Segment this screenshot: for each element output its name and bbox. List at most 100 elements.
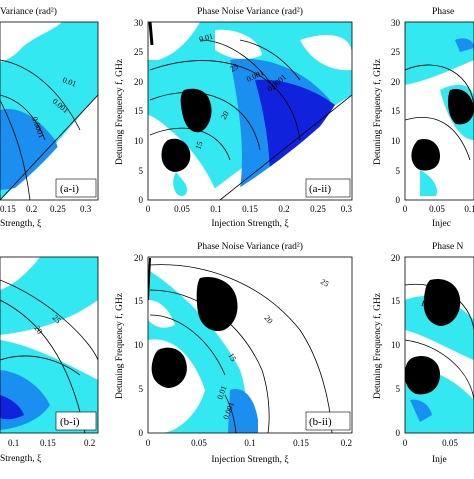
y-tick-label: 25 — [134, 47, 144, 57]
y-tick-label: 15 — [391, 106, 401, 116]
black-island — [405, 356, 440, 395]
y-tick-label: 10 — [134, 136, 144, 146]
white-region — [0, 257, 40, 290]
white-region — [215, 29, 262, 60]
x-tick-label: 0 — [403, 438, 408, 448]
x-tick-label: 0 — [146, 204, 151, 214]
y-tick-label: 0 — [139, 428, 144, 438]
panel-title: Phase N — [432, 242, 464, 252]
x-tick-label: 0 — [403, 204, 408, 214]
panel-title: Phase Noise Variance (rad²) — [197, 241, 303, 252]
x-axis-label: Strength, ξ — [0, 454, 42, 464]
white-region — [148, 300, 175, 328]
contour-line — [0, 355, 81, 376]
contour-label: 15 — [193, 140, 204, 151]
panel-title: Variance (rad²) — [0, 6, 57, 17]
plot-frame — [0, 256, 99, 434]
contour-label: 0.01 — [215, 384, 228, 400]
y-tick-label: 5 — [396, 166, 401, 176]
white-region — [0, 22, 62, 62]
light-cyan-region — [420, 170, 438, 196]
panel-b-ii: Phase Noise Variance (rad²) 25 20 15 0.0… — [114, 241, 353, 465]
panel-a-i: Variance (rad²) 0.01 0.001 0.0001 (a-i) … — [0, 6, 99, 229]
y-tick-label: 25 — [391, 47, 401, 57]
black-island — [411, 138, 440, 171]
plot-frame — [404, 21, 474, 201]
contour-line — [0, 279, 98, 361]
contour-line — [405, 339, 474, 401]
panel-label: (a-ii) — [309, 183, 331, 195]
y-tick-label: 20 — [134, 77, 144, 87]
panel-label: (b-ii) — [309, 416, 332, 428]
mid-blue-region — [228, 389, 258, 433]
panel-b-ii-plot — [148, 257, 352, 433]
y-axis-label: Detuning Frequency f, GHz — [372, 59, 383, 165]
upper-white-wedge — [220, 95, 352, 200]
panel-title: Phase Noise Variance (rad²) — [197, 6, 303, 17]
dark-blue-region — [0, 395, 24, 420]
y-axis-label: Detuning Frequency f, GHz — [372, 293, 383, 399]
black-island — [161, 138, 191, 172]
x-tick-label: 0.2 — [26, 204, 37, 214]
x-axis-label: Injection Strength, ξ — [211, 455, 289, 465]
y-tick-label: 10 — [391, 136, 401, 146]
x-tick-label: 0.1 — [8, 438, 19, 448]
x-axis-label: Strength, ξ — [0, 219, 42, 229]
y-tick-label: 5 — [396, 384, 401, 394]
x-tick-label: 0.3 — [80, 204, 92, 214]
black-island — [196, 276, 238, 332]
panel-title: Phase — [432, 7, 454, 17]
x-tick-label: 0.05 — [174, 204, 190, 214]
contour-label: 0.01 — [198, 32, 214, 44]
contour-line — [149, 127, 231, 161]
x-tick-label: 0.2 — [341, 438, 352, 448]
panel-label-box — [55, 178, 97, 198]
contour-line — [0, 299, 86, 433]
x-tick-label: 0.25 — [50, 204, 66, 214]
contour-line — [0, 94, 46, 141]
contour-line — [149, 289, 270, 433]
black-island — [423, 278, 461, 326]
contour-label: 20 — [32, 324, 44, 336]
x-tick-label: 0.15 — [242, 204, 258, 214]
contour-line — [199, 39, 276, 91]
x-tick-label: 0.1 — [464, 204, 474, 214]
plot-frame — [404, 256, 474, 434]
y-tick-label: 30 — [134, 18, 144, 28]
contour-label: 25 — [229, 62, 240, 74]
y-tick-label: 30 — [391, 18, 401, 28]
x-tick-label: 0.3 — [341, 204, 353, 214]
y-tick-label: 15 — [134, 106, 144, 116]
x-tick-label: 0.05 — [442, 438, 458, 448]
light-cyan-region — [405, 22, 474, 85]
light-cyan-region — [173, 172, 188, 196]
contour-line — [239, 39, 301, 81]
contour-line — [149, 314, 226, 376]
plot-frame — [147, 21, 353, 201]
x-tick-label: 0.1 — [244, 438, 255, 448]
y-tick-label: 10 — [391, 340, 401, 350]
panel-a-ii-plot — [148, 22, 352, 200]
panel-label: (a-i) — [60, 183, 79, 195]
boundary-line — [219, 94, 352, 200]
mid-blue-region — [455, 38, 474, 52]
black-island — [180, 88, 212, 133]
contour-label: 15 — [226, 352, 238, 363]
x-tick-label: 0 — [146, 438, 151, 448]
light-cyan-region — [0, 257, 98, 335]
y-tick-label: 20 — [391, 253, 401, 263]
y-tick-label: 5 — [139, 166, 144, 176]
x-tick-label: 0.05 — [191, 438, 207, 448]
panel-b-iii-plot — [405, 257, 474, 433]
panel-b-i-plot — [0, 257, 98, 433]
contour-label: 20 — [219, 110, 231, 121]
x-axis-label: Inje — [432, 455, 447, 465]
plot-frame — [147, 256, 353, 434]
contour-line — [405, 64, 474, 111]
y-tick-label: 15 — [391, 296, 401, 306]
y-axis-label: Detuning Frequency f, GHz — [114, 293, 125, 399]
dark-blue-region — [255, 79, 335, 180]
x-tick-label: 0.2 — [84, 438, 95, 448]
x-tick-label: 0.15 — [0, 204, 16, 214]
